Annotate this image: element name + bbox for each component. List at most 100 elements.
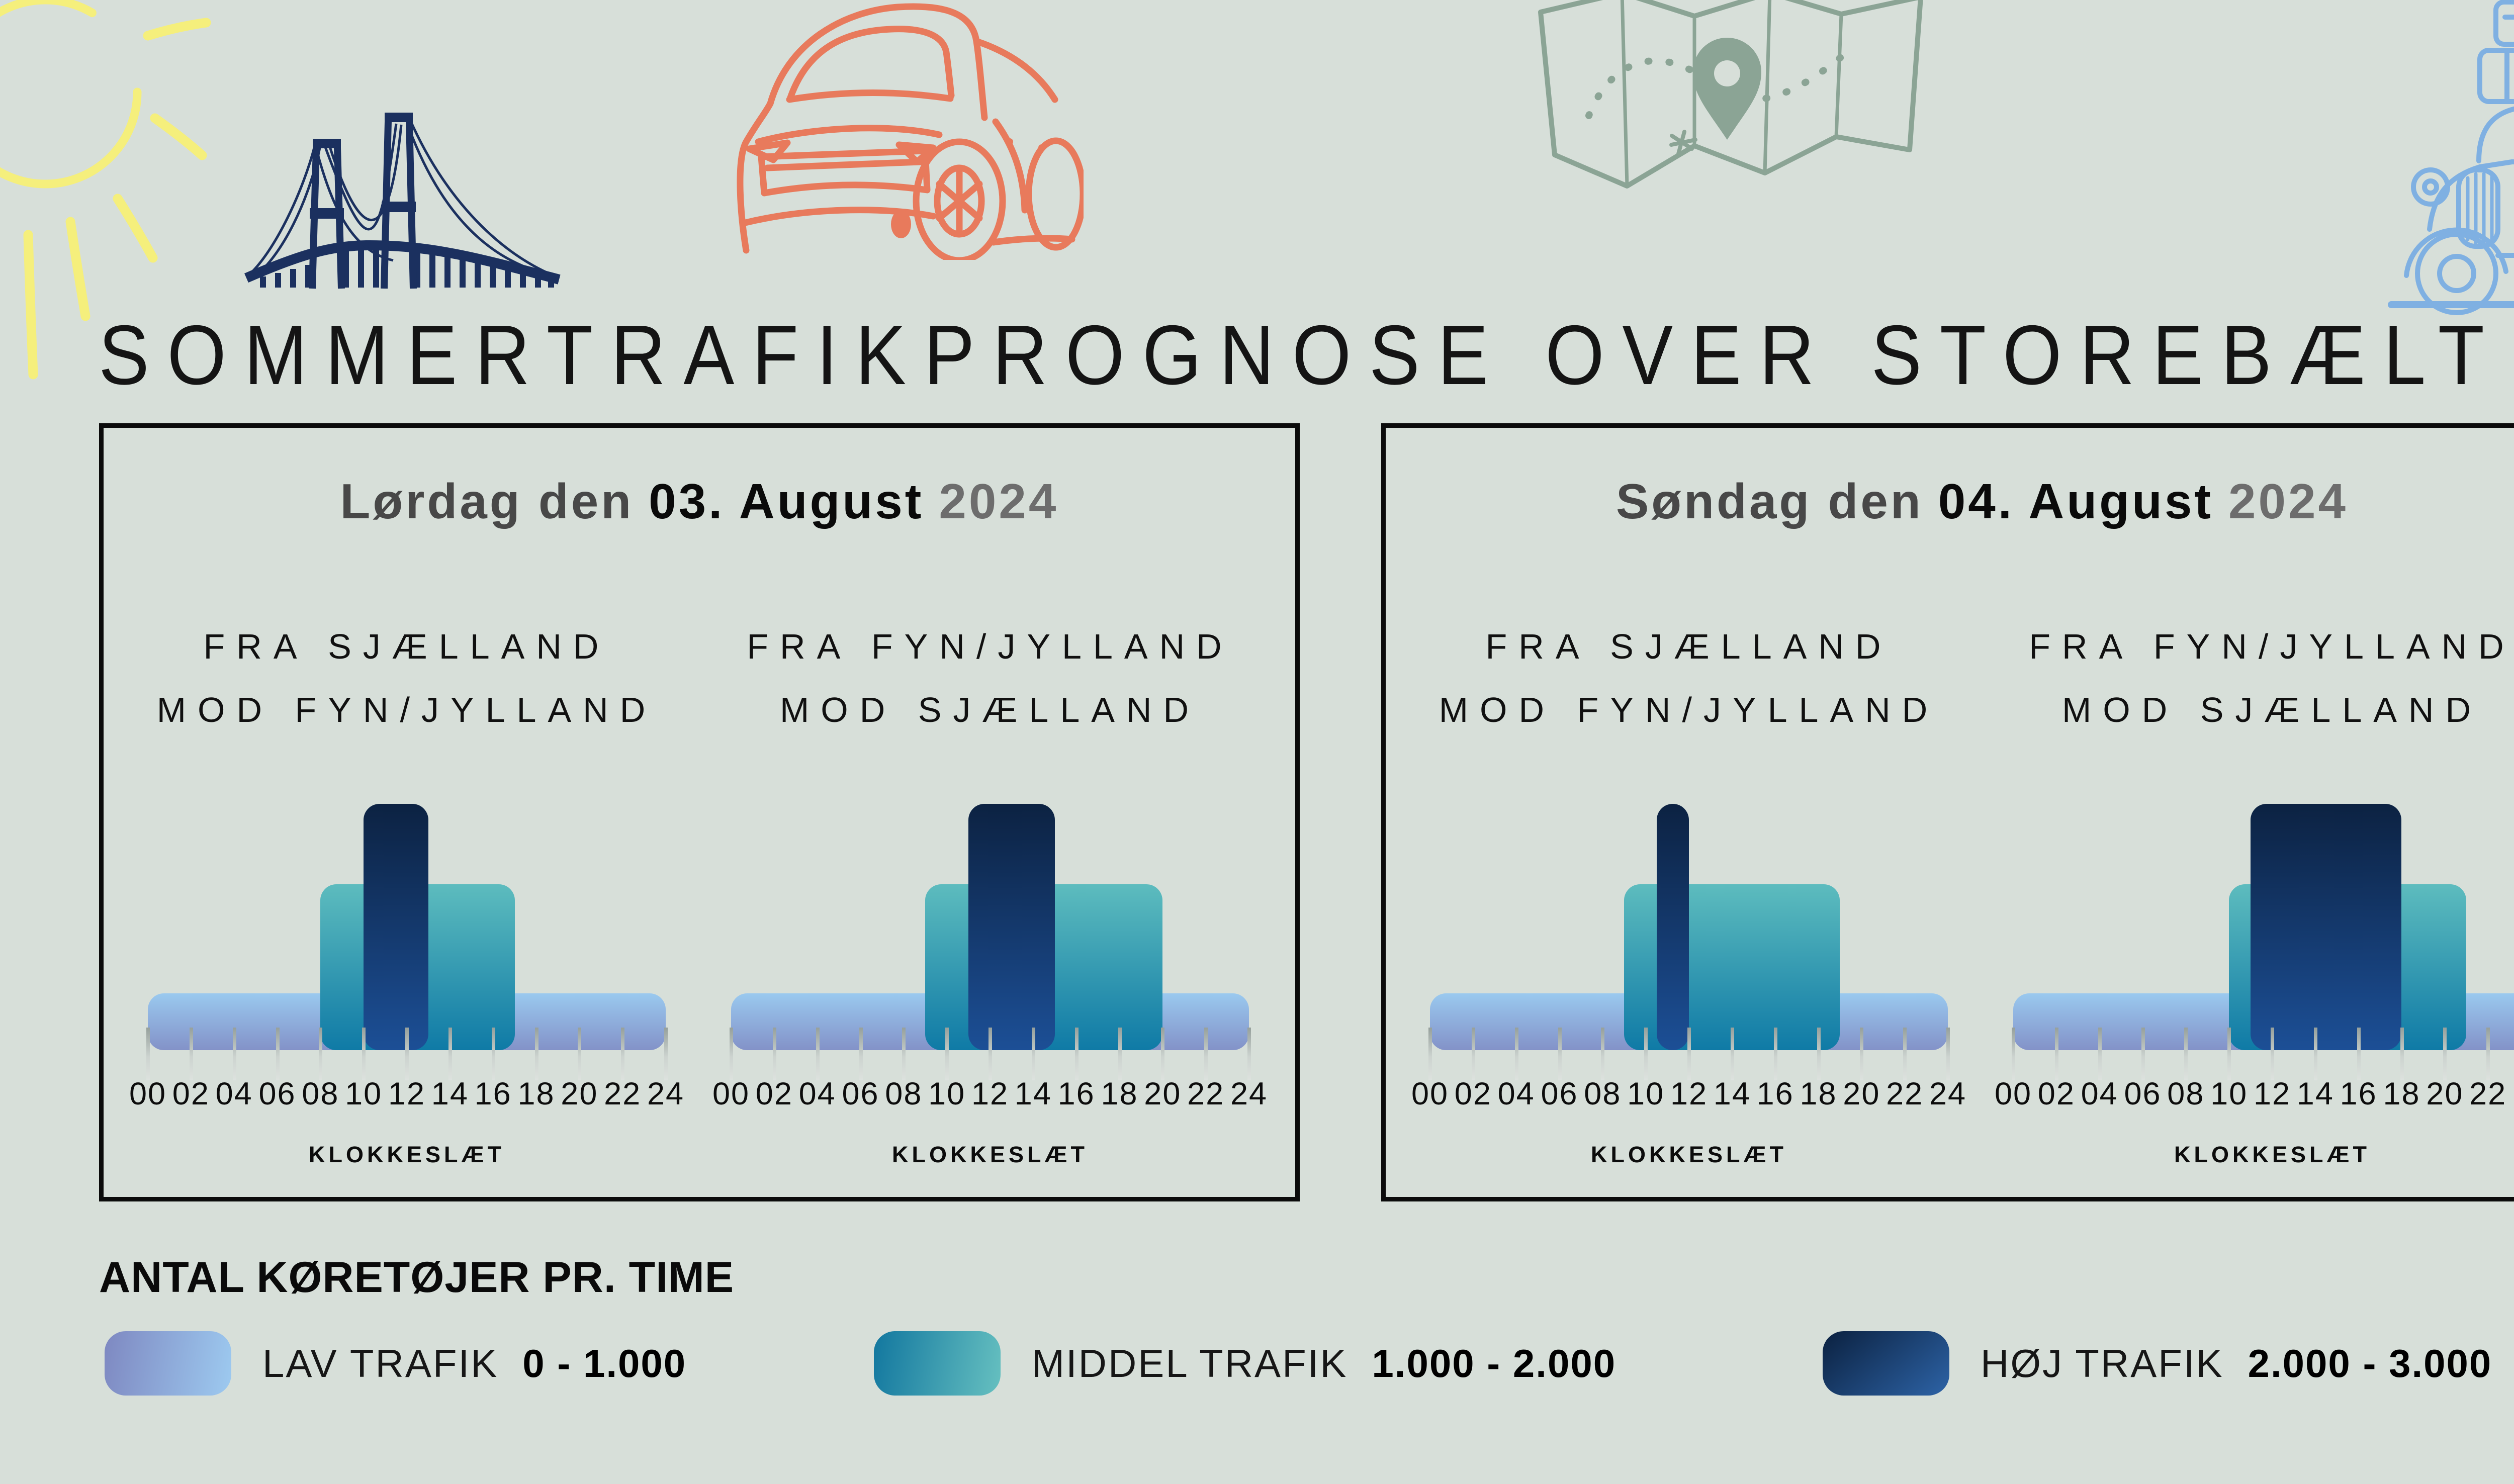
axis-tick-mark <box>1514 1028 1518 1080</box>
axis-tick-label: 02 <box>172 1076 210 1111</box>
date-year: 2024 <box>939 474 1059 529</box>
axis-tick-label: 22 <box>2469 1076 2507 1111</box>
travel-map-icon <box>1538 0 1923 189</box>
x-axis-label: KLOKKESLÆT <box>309 1142 505 1167</box>
axis-tick-mark <box>319 1028 323 1080</box>
legend-item-middel: MIDDEL TRAFIK 1.000 - 2.000 <box>874 1331 1616 1396</box>
vintage-car-luggage-icon <box>2388 0 2514 315</box>
bar-hoj-trafik <box>364 804 428 1050</box>
axis-tick-mark <box>902 1028 906 1080</box>
axis-tick-mark <box>2271 1028 2274 1080</box>
axis-tick-label: 12 <box>388 1076 426 1111</box>
axis-tick-mark <box>1644 1028 1648 1080</box>
axis-tick-label: 02 <box>1454 1076 1492 1111</box>
axis-tick-mark <box>1428 1028 1432 1080</box>
axis-tick-label: 14 <box>2296 1076 2334 1111</box>
axis-tick-mark <box>146 1028 150 1080</box>
axis-tick-label: 08 <box>2167 1076 2205 1111</box>
x-axis-label: KLOKKESLÆT <box>1591 1142 1787 1167</box>
axis-tick-mark <box>189 1028 193 1080</box>
axis-tick-label: 24 <box>1929 1076 1967 1111</box>
direction-line-2: MOD FYN/JYLLAND <box>156 690 657 729</box>
axis-tick-label: 12 <box>971 1076 1009 1111</box>
x-axis-label: KLOKKESLÆT <box>892 1142 1088 1167</box>
axis-tick-label: 14 <box>431 1076 469 1111</box>
axis-tick-mark <box>1817 1028 1821 1080</box>
hoj-trafik-swatch-icon <box>1823 1331 1949 1396</box>
axis-tick-mark <box>2184 1028 2188 1080</box>
axis-tick-mark <box>1601 1028 1605 1080</box>
axis-tick-label: 22 <box>1187 1076 1225 1111</box>
axis-tick-mark <box>1074 1028 1079 1080</box>
axis-tick-label: 08 <box>302 1076 339 1111</box>
direction-line-2: MOD SJÆLLAND <box>779 690 1201 729</box>
axis-tick-label: 02 <box>2037 1076 2075 1111</box>
axis-tick-label: 20 <box>2426 1076 2464 1111</box>
axis-tick-mark <box>816 1028 820 1080</box>
axis-tick-mark <box>2400 1028 2404 1080</box>
axis-tick-label: 24 <box>647 1076 685 1111</box>
direction-line-1: FRA FYN/JYLLAND <box>747 627 1233 666</box>
axis-tick-label: 18 <box>1800 1076 1837 1111</box>
axis-tick-mark <box>1558 1028 1562 1080</box>
date-main: 04. August <box>1938 474 2214 529</box>
axis-tick-mark <box>276 1028 280 1080</box>
axis-tick-label: 04 <box>215 1076 253 1111</box>
date-prefix: Lørdag den <box>340 474 634 529</box>
axis-tick-label: 16 <box>2340 1076 2377 1111</box>
direction-line-1: FRA FYN/JYLLAND <box>2029 627 2514 666</box>
axis-tick-label: 12 <box>2253 1076 2291 1111</box>
date-main: 03. August <box>649 474 924 529</box>
axis-tick-mark <box>1946 1028 1950 1080</box>
suv-car-icon <box>737 3 1084 260</box>
direction-line-1: FRA SJÆLLAND <box>1485 627 1893 666</box>
axis-tick-label: 10 <box>2210 1076 2248 1111</box>
axis-tick-label: 22 <box>1886 1076 1924 1111</box>
date-year: 2024 <box>2228 474 2349 529</box>
axis-tick-mark <box>989 1028 992 1080</box>
axis-tick-mark <box>1247 1028 1251 1080</box>
bar-hoj-trafik <box>968 804 1055 1050</box>
axis-tick-mark <box>2313 1028 2317 1080</box>
x-axis-label: KLOKKESLÆT <box>2174 1142 2370 1167</box>
axis-tick-mark <box>859 1028 863 1080</box>
axis-tick-mark <box>730 1028 733 1080</box>
axis-tick-mark <box>1204 1028 1208 1080</box>
axis-tick-mark <box>362 1028 366 1080</box>
axis-tick-label: 06 <box>842 1076 879 1111</box>
axis-tick-mark <box>1687 1028 1691 1080</box>
axis-tick-label: 06 <box>2124 1076 2162 1111</box>
direction-label: FRA SJÆLLAND MOD FYN/JYLLAND <box>1400 615 1978 741</box>
axis-tick-mark <box>2141 1028 2145 1080</box>
legend-item-hoj: HØJ TRAFIK 2.000 - 3.000 <box>1823 1331 2492 1396</box>
legend-range: 0 - 1.000 <box>522 1341 687 1385</box>
axis-tick-label: 22 <box>604 1076 642 1111</box>
axis-tick-mark <box>621 1028 625 1080</box>
axis-tick-mark <box>1860 1028 1864 1080</box>
axis-tick-mark <box>1161 1028 1165 1080</box>
direction-label: FRA SJÆLLAND MOD FYN/JYLLAND <box>118 615 696 741</box>
direction-label: FRA FYN/JYLLAND MOD SJÆLLAND <box>701 615 1279 741</box>
axis-tick-mark <box>1730 1028 1734 1080</box>
axis-tick-label: 00 <box>712 1076 750 1111</box>
axis-tick-label: 24 <box>1230 1076 1268 1111</box>
legend-heading: ANTAL KØRETØJER PR. TIME <box>99 1253 735 1302</box>
axis-tick-mark <box>2054 1028 2058 1080</box>
axis-tick-mark <box>1773 1028 1777 1080</box>
bar-hoj-trafik <box>2251 804 2402 1050</box>
axis-tick-label: 00 <box>1411 1076 1449 1111</box>
axis-tick-mark <box>945 1028 949 1080</box>
axis-tick-label: 16 <box>1057 1076 1095 1111</box>
axis-tick-label: 04 <box>1497 1076 1535 1111</box>
axis-tick-mark <box>232 1028 236 1080</box>
direction-line-1: FRA SJÆLLAND <box>203 627 610 666</box>
page-title: SOMMERTRAFIKPROGNOSE OVER STOREBÆLT <box>99 308 2502 402</box>
axis-tick-label: 06 <box>1541 1076 1578 1111</box>
legend-name: LAV TRAFIK <box>262 1341 499 1385</box>
axis-tick-label: 24 <box>2496 1075 2514 1112</box>
axis-tick-mark <box>1031 1028 1035 1080</box>
